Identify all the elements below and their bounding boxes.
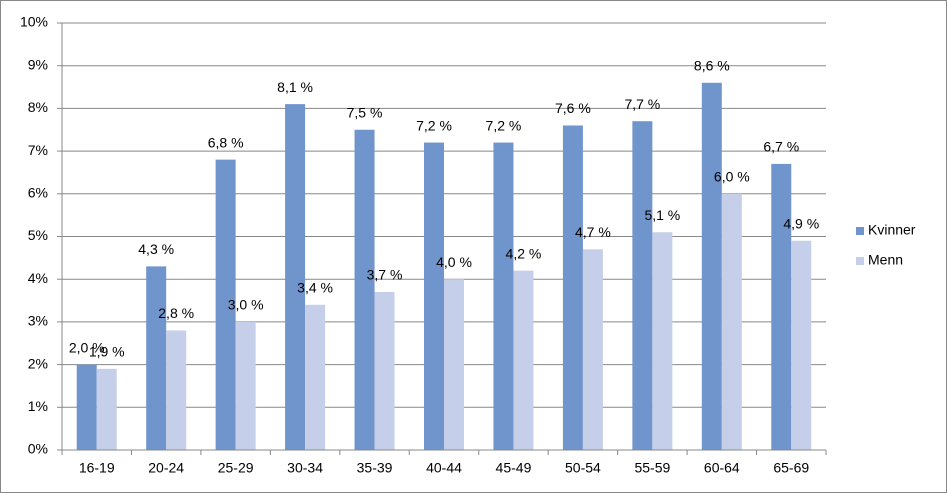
value-label: 7,7 % [624,96,660,112]
bar [215,159,236,450]
legend-label: Menn [868,252,903,268]
bar [701,82,722,450]
bar [96,368,117,450]
bar [562,125,583,450]
bar [652,232,673,450]
y-tick-label: 8% [28,99,48,115]
y-tick-label: 7% [28,142,48,158]
bar [444,279,464,450]
y-tick-label: 4% [28,270,48,286]
legend-swatch [856,257,864,265]
x-tick-label: 45-49 [496,460,532,476]
bar [582,249,603,450]
value-label: 7,2 % [486,117,522,133]
value-label: 6,7 % [763,139,799,155]
bar [771,163,792,450]
bar [305,304,326,450]
value-label: 4,0 % [436,254,472,270]
value-label: 6,0 % [714,169,750,185]
value-label: 4,9 % [783,215,819,231]
x-tick-label: 25-29 [218,460,254,476]
bar [513,270,534,450]
bar [721,193,742,451]
x-tick-label: 50-54 [565,460,601,476]
y-tick-label: 10% [20,14,48,30]
bar [791,240,812,450]
value-label: 4,3 % [138,241,174,257]
value-label: 8,6 % [694,57,730,73]
bar [493,142,514,450]
bar [354,129,375,450]
value-label: 4,7 % [575,224,611,240]
bar [166,330,187,450]
x-tick-label: 16-19 [79,460,115,476]
y-tick-label: 2% [28,355,48,371]
bar [424,142,444,450]
bar [146,266,167,450]
y-tick-label: 3% [28,313,48,329]
value-label: 2,8 % [158,305,194,321]
value-label: 8,1 % [277,79,313,95]
value-label: 2,0 % [69,339,105,355]
value-label: 5,1 % [644,207,680,223]
value-label: 7,6 % [555,100,591,116]
bar [285,104,306,450]
legend-swatch [856,227,864,235]
bar [632,121,653,451]
value-label: 6,8 % [208,134,244,150]
bar [76,364,97,450]
x-tick-label: 35-39 [357,460,393,476]
value-label: 3,0 % [228,297,264,313]
value-label: 3,4 % [297,280,333,296]
value-label: 7,2 % [416,117,452,133]
legend-label: Kvinner [868,222,916,238]
y-tick-label: 6% [28,185,48,201]
bar [374,292,395,450]
y-tick-label: 5% [28,227,48,243]
value-label: 3,7 % [367,267,403,283]
y-tick-label: 0% [28,441,48,457]
y-tick-label: 9% [28,56,48,72]
bar [235,321,256,450]
x-tick-label: 60-64 [704,460,740,476]
value-label: 4,2 % [506,245,542,261]
x-tick-label: 30-34 [287,460,323,476]
y-tick-label: 1% [28,398,48,414]
x-tick-label: 40-44 [426,460,462,476]
x-tick-label: 65-69 [773,460,809,476]
value-label: 1,9 % [89,344,125,360]
value-label: 7,5 % [347,104,383,120]
x-tick-label: 55-59 [634,460,670,476]
x-tick-label: 20-24 [148,460,184,476]
